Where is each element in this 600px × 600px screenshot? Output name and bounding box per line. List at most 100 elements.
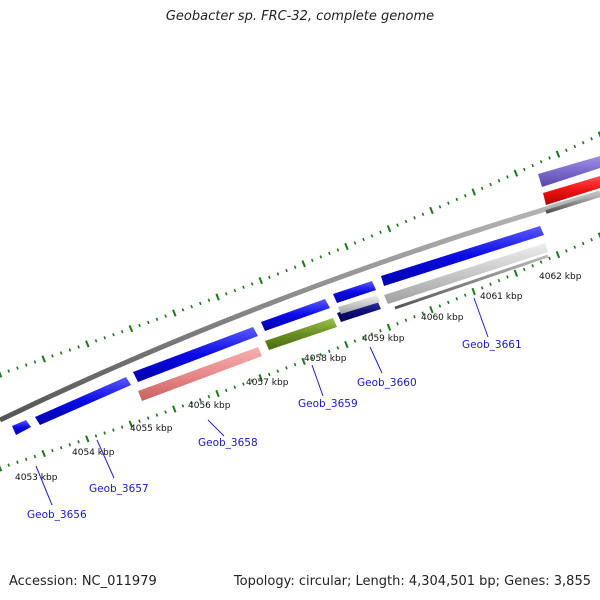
minor-tick	[489, 282, 492, 286]
minor-tick	[33, 360, 37, 364]
minor-tick	[310, 356, 314, 360]
minor-tick	[573, 245, 577, 249]
minor-tick	[396, 322, 399, 326]
minor-tick	[51, 448, 54, 453]
gene-geob-3659-arrow[interactable]	[261, 299, 330, 331]
tick-label: 4059 kbp	[362, 334, 405, 344]
minor-tick	[319, 352, 323, 357]
minor-tick	[59, 445, 63, 450]
major-tick	[555, 251, 561, 259]
minor-tick	[285, 366, 288, 370]
genome-summary-text: Topology: circular; Length: 4,304,501 bp…	[233, 574, 591, 589]
minor-tick	[336, 346, 340, 350]
gene-geob-3656-arrow[interactable]	[12, 420, 31, 435]
minor-tick	[16, 460, 19, 464]
gene-geob-3658-arrow[interactable]	[133, 327, 258, 382]
minor-tick	[164, 314, 167, 318]
minor-tick	[155, 413, 159, 417]
minor-tick	[181, 308, 185, 312]
gene-red-feature[interactable]	[543, 176, 600, 205]
minor-tick	[268, 275, 271, 279]
major-tick	[597, 131, 600, 138]
minor-tick	[497, 278, 501, 283]
gene-label-geob-3657[interactable]: Geob_3657	[89, 483, 149, 495]
minor-tick	[250, 379, 254, 383]
minor-tick	[565, 148, 568, 153]
minor-tick	[164, 410, 167, 414]
minor-tick	[328, 251, 331, 256]
gene-geob-3660-navy-feature[interactable]	[337, 300, 381, 322]
minor-tick	[120, 329, 124, 334]
minor-tick	[581, 140, 585, 145]
minor-tick	[190, 304, 193, 309]
gene-geob-3661-grey-feature[interactable]	[384, 243, 548, 304]
minor-tick	[77, 440, 80, 444]
tick-label: 4055 kbp	[130, 424, 173, 434]
gene-geob-3660-grey-feature[interactable]	[338, 295, 380, 314]
major-tick	[597, 232, 600, 239]
minor-tick	[267, 372, 271, 377]
minor-tick	[103, 431, 106, 435]
gene-label-geob-3658[interactable]: Geob_3658	[198, 437, 258, 449]
minor-tick	[59, 351, 63, 355]
minor-tick	[548, 256, 551, 261]
minor-tick	[463, 293, 467, 297]
gene-geob-3657-arrow[interactable]	[35, 377, 131, 425]
gene-label-geob-3661[interactable]: Geob_3661	[462, 339, 522, 351]
minor-tick	[77, 345, 80, 349]
minor-tick	[242, 285, 245, 289]
minor-tick	[181, 404, 185, 408]
gene-geob-3659-feature[interactable]	[265, 318, 337, 350]
tick-label: 4057 kbp	[246, 378, 289, 388]
major-tick	[0, 371, 3, 378]
minor-tick	[480, 186, 484, 190]
major-tick	[258, 277, 263, 285]
minor-tick	[293, 265, 297, 269]
tick-label: 4058 kbp	[304, 354, 347, 364]
gene-geob-3660-arrow[interactable]	[333, 281, 376, 303]
tick-label: 4054 kbp	[72, 448, 115, 458]
major-tick	[215, 389, 220, 398]
minor-tick	[51, 354, 54, 358]
minor-tick	[531, 264, 534, 268]
major-tick	[85, 435, 90, 443]
tick-label: 4056 kbp	[188, 401, 231, 411]
minor-tick	[276, 272, 280, 276]
gene-geob-3661-arrow[interactable]	[381, 226, 544, 286]
major-tick	[41, 449, 46, 458]
minor-tick	[438, 205, 442, 209]
minor-tick	[506, 275, 509, 279]
gene-purple-feature[interactable]	[538, 156, 600, 187]
minor-tick	[455, 197, 459, 202]
gene-label-geob-3660[interactable]: Geob_3660	[357, 377, 417, 389]
tick-labels: 4053 kbp 4054 kbp 4055 kbp 4056 kbp 4057…	[15, 272, 582, 483]
major-tick	[85, 340, 90, 348]
minor-tick	[293, 362, 297, 367]
minor-tick	[396, 223, 399, 227]
minor-tick	[463, 194, 467, 198]
minor-tick	[16, 366, 19, 370]
minor-tick	[539, 160, 543, 164]
tick-label: 4062 kbp	[539, 272, 582, 282]
minor-tick	[242, 382, 245, 386]
major-tick	[555, 150, 561, 158]
minor-tick	[146, 416, 150, 420]
minor-tick	[224, 388, 228, 393]
minor-tick	[199, 301, 202, 306]
gene-geob-3658-rna[interactable]	[138, 347, 262, 401]
minor-tick	[413, 216, 416, 220]
minor-tick	[207, 298, 211, 302]
major-tick	[41, 355, 46, 363]
tick-label: 4061 kbp	[480, 292, 523, 302]
gene-label-geob-3659[interactable]: Geob_3659	[298, 398, 358, 410]
minor-tick	[328, 349, 331, 353]
minor-tick	[523, 167, 526, 172]
minor-tick	[138, 323, 141, 328]
tick-label: 4053 kbp	[15, 473, 58, 483]
accession-text: Accession: NC_011979	[9, 574, 157, 589]
minor-tick	[379, 329, 382, 333]
minor-tick	[138, 419, 141, 423]
minor-tick	[548, 156, 551, 160]
gene-label-geob-3656[interactable]: Geob_3656	[27, 509, 87, 521]
minor-tick	[155, 317, 159, 321]
